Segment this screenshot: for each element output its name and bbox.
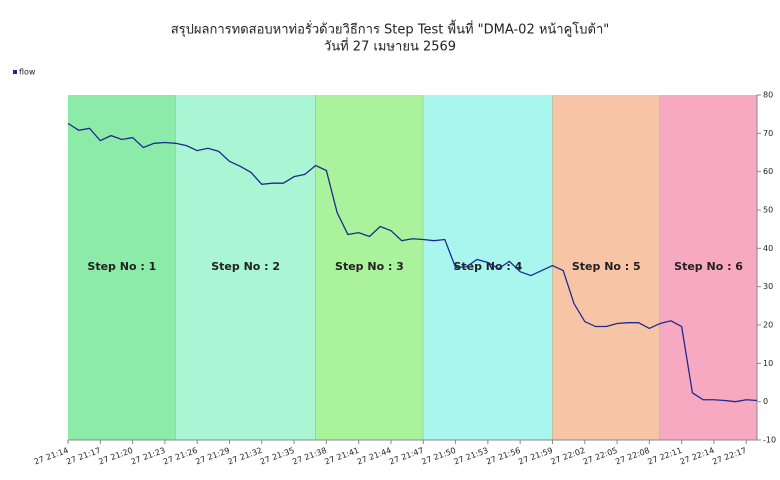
x-tick-label: 27 21:59 — [517, 446, 554, 467]
x-tick-label: 27 21:17 — [65, 446, 102, 467]
chart-subtitle: วันที่ 27 เมษายน 2569 — [324, 38, 456, 55]
step-label: Step No : 5 — [572, 260, 641, 273]
step-label: Step No : 1 — [87, 260, 156, 273]
y-tick-label: 10 — [763, 359, 773, 368]
x-tick-label: 27 21:38 — [291, 446, 328, 467]
y-tick-label: 60 — [763, 167, 773, 176]
y-tick-label: 80 — [763, 91, 773, 100]
x-tick-label: 27 21:41 — [324, 446, 361, 467]
x-tick-label: 27 22:08 — [614, 446, 651, 467]
y-tick-label: 30 — [763, 282, 773, 291]
step-band — [315, 95, 424, 440]
step-label: Step No : 6 — [674, 260, 743, 273]
x-tick-label: 27 21:23 — [130, 446, 167, 467]
x-tick-label: 27 22:02 — [550, 446, 587, 467]
x-tick-label: 27 21:56 — [485, 446, 522, 467]
x-tick-label: 27 21:32 — [227, 446, 264, 467]
x-tick-label: 27 21:14 — [33, 446, 70, 467]
y-tick-label: 50 — [763, 206, 773, 215]
x-tick-label: 27 22:17 — [711, 446, 748, 467]
x-tick-label: 27 21:50 — [420, 446, 457, 467]
x-tick-label: 27 21:20 — [97, 446, 134, 467]
x-tick-label: 27 22:05 — [582, 446, 619, 467]
x-tick-label: 27 21:29 — [194, 446, 231, 467]
y-tick-label: 0 — [763, 397, 768, 406]
step-band — [175, 95, 316, 440]
legend-label: flow — [19, 68, 36, 77]
chart-title: สรุปผลการทดสอบหาท่อรั่วด้วยวิธีการ Step … — [171, 20, 610, 38]
x-tick-label: 27 21:47 — [388, 446, 425, 467]
x-tick-label: 27 21:53 — [453, 446, 490, 467]
legend-swatch — [13, 70, 17, 74]
data-line — [67, 122, 758, 403]
x-tick-label: 27 22:11 — [646, 446, 683, 467]
step-label: Step No : 2 — [211, 260, 280, 273]
step-band — [68, 95, 176, 440]
y-tick-label: 20 — [763, 321, 773, 330]
x-tick-label: 27 21:44 — [356, 446, 393, 467]
step-label: Step No : 3 — [335, 260, 404, 273]
y-tick-label: 40 — [763, 244, 773, 253]
step-band — [660, 95, 757, 440]
step-band — [423, 95, 553, 440]
x-tick-label: 27 21:26 — [162, 446, 199, 467]
x-tick-label: 27 22:14 — [679, 446, 716, 467]
y-tick-label: -10 — [763, 436, 776, 445]
x-tick-label: 27 21:35 — [259, 446, 296, 467]
step-band — [552, 95, 661, 440]
y-tick-label: 70 — [763, 129, 773, 138]
